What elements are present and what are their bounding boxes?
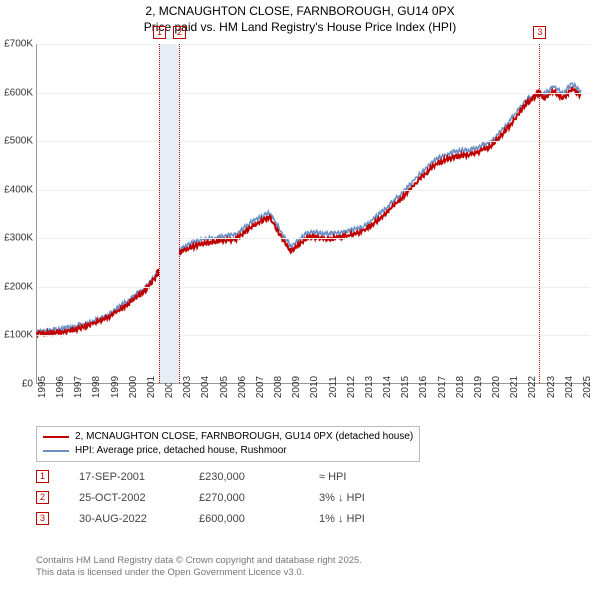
x-tick-label: 2020 (491, 376, 502, 398)
legend-label: 2, MCNAUGHTON CLOSE, FARNBOROUGH, GU14 0… (75, 430, 413, 444)
sale-row: 1 17-SEP-2001 £230,000 ≈ HPI (36, 470, 409, 483)
title-line-1: 2, MCNAUGHTON CLOSE, FARNBOROUGH, GU14 0… (0, 4, 600, 20)
x-tick-label: 1997 (73, 376, 84, 398)
x-tick-label: 2021 (509, 376, 520, 398)
x-tick-label: 2004 (200, 376, 211, 398)
marker-number-box: 1 (153, 26, 166, 39)
x-tick-label: 2006 (237, 376, 248, 398)
sale-date: 17-SEP-2001 (79, 471, 169, 483)
sale-marker-box: 1 (36, 470, 49, 483)
footer-line-2: This data is licensed under the Open Gov… (36, 567, 362, 579)
legend-label: HPI: Average price, detached house, Rush… (75, 444, 287, 458)
legend-box: 2, MCNAUGHTON CLOSE, FARNBOROUGH, GU14 0… (36, 426, 420, 462)
legend-row: 2, MCNAUGHTON CLOSE, FARNBOROUGH, GU14 0… (43, 430, 413, 444)
sale-marker-box: 2 (36, 491, 49, 504)
y-gridline (37, 190, 590, 191)
legend-row: HPI: Average price, detached house, Rush… (43, 444, 413, 458)
marker-vertical-line (179, 44, 180, 383)
x-tick-label: 2018 (455, 376, 466, 398)
x-tick-label: 1998 (91, 376, 102, 398)
footer-attribution: Contains HM Land Registry data © Crown c… (36, 555, 362, 580)
x-tick-label: 2012 (346, 376, 357, 398)
x-tick-label: 2010 (309, 376, 320, 398)
chart-plot-area: £0£100K£200K£300K£400K£500K£600K£700K199… (36, 44, 590, 384)
y-tick-label: £200K (4, 281, 33, 292)
sale-price: £270,000 (199, 492, 289, 504)
sale-row: 3 30-AUG-2022 £600,000 1% ↓ HPI (36, 512, 409, 525)
y-tick-label: £500K (4, 136, 33, 147)
y-tick-label: £600K (4, 87, 33, 98)
marker-vertical-line (159, 44, 160, 383)
x-tick-label: 2025 (582, 376, 593, 398)
x-tick-label: 2019 (473, 376, 484, 398)
y-tick-label: £700K (4, 39, 33, 50)
marker-number-box: 2 (173, 26, 186, 39)
x-tick-label: 2009 (291, 376, 302, 398)
x-tick-label: 2001 (146, 376, 157, 398)
x-tick-label: 2013 (364, 376, 375, 398)
x-tick-label: 2000 (128, 376, 139, 398)
x-tick-label: 2003 (182, 376, 193, 398)
sale-marker-box: 3 (36, 512, 49, 525)
x-tick-label: 2014 (382, 376, 393, 398)
x-tick-label: 2007 (255, 376, 266, 398)
y-tick-label: £400K (4, 184, 33, 195)
y-gridline (37, 335, 590, 336)
sale-date: 30-AUG-2022 (79, 513, 169, 525)
sale-price: £600,000 (199, 513, 289, 525)
sale-date: 25-OCT-2002 (79, 492, 169, 504)
x-tick-label: 2008 (273, 376, 284, 398)
y-tick-label: £300K (4, 233, 33, 244)
legend-swatch (43, 436, 69, 438)
y-gridline (37, 44, 590, 45)
title-block: 2, MCNAUGHTON CLOSE, FARNBOROUGH, GU14 0… (0, 0, 600, 35)
x-tick-label: 2005 (219, 376, 230, 398)
footer-line-1: Contains HM Land Registry data © Crown c… (36, 555, 362, 567)
x-tick-label: 1999 (110, 376, 121, 398)
legend-swatch (43, 450, 69, 452)
y-gridline (37, 238, 590, 239)
sale-row: 2 25-OCT-2002 £270,000 3% ↓ HPI (36, 491, 409, 504)
title-line-2: Price paid vs. HM Land Registry's House … (0, 20, 600, 36)
x-tick-label: 2022 (527, 376, 538, 398)
y-tick-label: £0 (22, 379, 33, 390)
marker-band (159, 44, 179, 383)
x-tick-label: 2016 (418, 376, 429, 398)
marker-vertical-line (539, 44, 540, 383)
sales-table: 1 17-SEP-2001 £230,000 ≈ HPI 2 25-OCT-2002 £27… (36, 470, 409, 533)
sale-hpi-delta: ≈ HPI (319, 471, 409, 483)
sale-hpi-delta: 1% ↓ HPI (319, 513, 409, 525)
y-gridline (37, 287, 590, 288)
x-tick-label: 1996 (55, 376, 66, 398)
line-series-svg (37, 44, 590, 383)
y-gridline (37, 93, 590, 94)
series-line (37, 87, 581, 336)
x-tick-label: 2017 (437, 376, 448, 398)
y-gridline (37, 141, 590, 142)
sale-hpi-delta: 3% ↓ HPI (319, 492, 409, 504)
x-tick-label: 2015 (400, 376, 411, 398)
marker-number-box: 3 (533, 26, 546, 39)
chart-container: 2, MCNAUGHTON CLOSE, FARNBOROUGH, GU14 0… (0, 0, 600, 590)
x-tick-label: 2024 (564, 376, 575, 398)
x-tick-label: 2023 (546, 376, 557, 398)
y-tick-label: £100K (4, 330, 33, 341)
series-line (37, 83, 581, 333)
x-tick-label: 2011 (328, 376, 339, 398)
x-tick-label: 1995 (37, 376, 48, 398)
sale-price: £230,000 (199, 471, 289, 483)
